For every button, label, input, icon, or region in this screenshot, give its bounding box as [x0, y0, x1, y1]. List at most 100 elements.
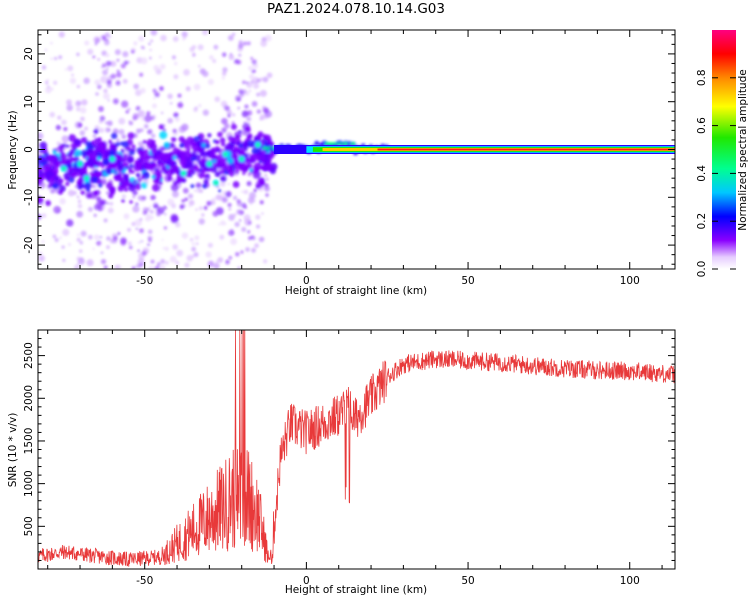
colorbar	[712, 30, 736, 269]
heat-speckle	[92, 247, 95, 251]
heat-speckle	[230, 238, 238, 245]
heat-band-point	[226, 157, 234, 164]
heat-speckle	[91, 184, 95, 188]
heat-speckle	[205, 251, 212, 258]
heat-speckle	[255, 224, 261, 229]
heat-speckle	[250, 57, 254, 60]
heat-speckle	[87, 48, 94, 55]
heat-speckle	[148, 265, 154, 269]
heat-speckle	[236, 59, 242, 65]
heat-blob	[225, 190, 232, 198]
heat-speckle	[254, 81, 258, 84]
heat-speckle	[96, 240, 102, 246]
heat-speckle	[76, 237, 81, 242]
heat-speckle	[102, 69, 108, 76]
heat-speckle	[150, 259, 155, 264]
heat-blob	[184, 197, 189, 202]
heat-speckle	[141, 251, 147, 256]
heat-band-point	[66, 163, 72, 169]
heat-speckle	[93, 213, 97, 217]
heat-speckle	[62, 228, 70, 236]
heat-speckle	[80, 230, 87, 237]
heat-speckle	[248, 65, 253, 71]
heat-speckle	[220, 181, 226, 187]
heat-speckle	[160, 111, 164, 115]
heat-speckle	[235, 252, 240, 257]
heat-band-point	[86, 193, 92, 199]
heat-speckle	[100, 258, 107, 265]
heat-speckle	[185, 86, 191, 92]
heat-speckle	[105, 191, 110, 195]
heat-band-point	[124, 180, 131, 187]
top-y-tick-label: -20	[23, 237, 35, 254]
heat-band-point	[78, 176, 85, 183]
heat-speckle	[221, 71, 227, 76]
heat-speckle	[54, 237, 59, 243]
heat-band-point	[193, 164, 199, 169]
heat-speckle	[44, 48, 48, 52]
heat-speckle	[112, 98, 119, 105]
heat-speckle	[240, 211, 244, 214]
heat-speckle	[147, 229, 153, 235]
top-y-tick-label: 20	[23, 47, 35, 60]
heat-speckle	[105, 52, 110, 58]
heat-speckle	[248, 74, 255, 80]
heat-speckle	[172, 190, 179, 198]
heat-hotspot-core	[84, 176, 89, 180]
heat-blob	[77, 122, 83, 128]
bottom-x-tick-label: 100	[620, 575, 640, 587]
heat-speckle	[173, 74, 179, 80]
heat-band-point	[59, 178, 64, 183]
heat-speckle	[116, 71, 122, 78]
heat-band-point	[150, 149, 156, 155]
heat-speckle	[132, 195, 136, 199]
bottom-y-tick-label: 1000	[23, 470, 35, 497]
heat-band-point	[234, 163, 242, 171]
heat-band-point	[214, 171, 221, 178]
heat-speckle	[147, 213, 151, 218]
heat-blob	[76, 210, 84, 218]
heat-band-point	[172, 165, 180, 174]
heat-speckle	[140, 240, 143, 243]
heat-speckle	[195, 242, 199, 246]
heat-speckle	[181, 31, 188, 38]
heat-band-point	[266, 164, 272, 170]
heat-band-point	[104, 151, 110, 158]
heat-blob	[182, 187, 189, 194]
heat-speckle	[59, 198, 66, 205]
spectrogram-axes: -50 0 50 100 -20 -10 0 10 20	[23, 29, 676, 287]
heat-speckle	[132, 113, 139, 120]
heat-speckle	[225, 259, 230, 265]
heat-speckle	[106, 38, 109, 42]
heat-speckle	[152, 103, 157, 109]
heat-speckle	[101, 179, 107, 185]
heat-speckle	[105, 60, 112, 67]
heat-band-point	[232, 181, 240, 188]
heat-speckle	[169, 255, 177, 263]
heat-speckle	[115, 264, 121, 269]
heat-speckle	[194, 235, 200, 241]
heat-speckle	[95, 92, 99, 96]
heat-band-point	[39, 141, 48, 150]
heat-band-point	[226, 145, 230, 150]
heat-hotspot-core	[223, 152, 228, 156]
heat-speckle	[149, 215, 154, 220]
heat-speckle	[207, 242, 213, 248]
heat-blob	[221, 117, 228, 125]
heat-band-point	[38, 170, 44, 178]
heat-band-point	[265, 160, 270, 166]
heat-speckle	[193, 252, 199, 258]
heat-band-point	[244, 126, 251, 133]
heat-blob	[153, 203, 159, 209]
heat-speckle	[207, 78, 214, 85]
heat-band-point	[168, 152, 174, 157]
heat-speckle	[173, 61, 178, 66]
heat-band-point	[151, 174, 156, 179]
heat-band-point	[170, 159, 176, 165]
heat-speckle	[101, 77, 108, 84]
heat-blob	[50, 189, 55, 194]
heat-blob	[221, 196, 228, 203]
heat-speckle	[202, 109, 209, 116]
heat-speckle	[87, 206, 93, 212]
heat-band-point	[242, 171, 246, 176]
